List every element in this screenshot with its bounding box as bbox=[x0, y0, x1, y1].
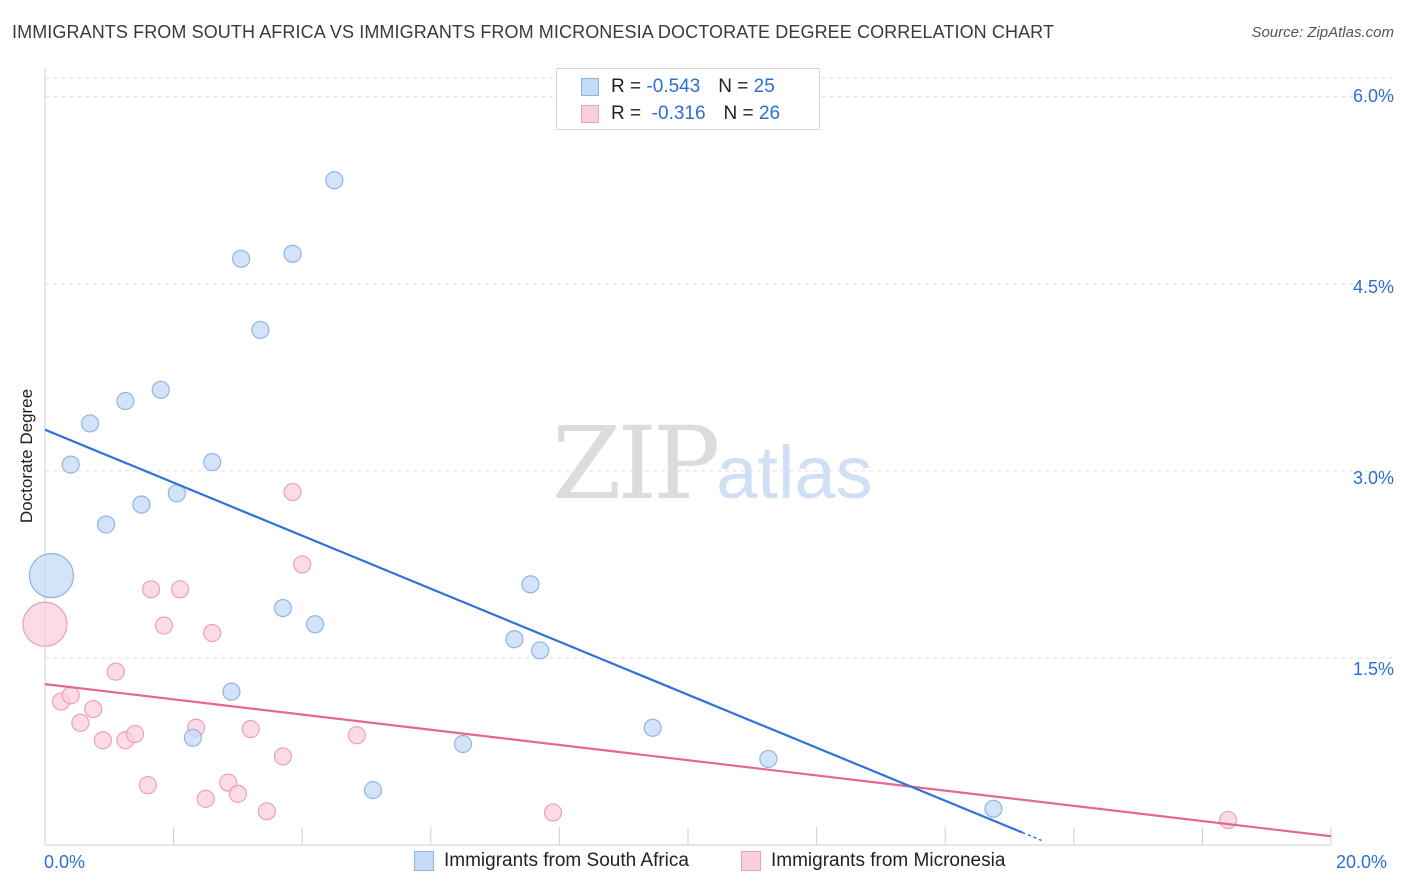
x-tick-min: 0.0% bbox=[44, 852, 86, 872]
y-tick-3: 3.0% bbox=[1352, 468, 1394, 488]
data-point-micronesia bbox=[257, 802, 276, 821]
chart-title: IMMIGRANTS FROM SOUTH AFRICA VS IMMIGRAN… bbox=[12, 22, 1055, 42]
data-point-south-africa bbox=[759, 749, 778, 769]
x-tick-max: 20.0% bbox=[1336, 852, 1388, 872]
legend-r-value: -0.316 bbox=[651, 103, 706, 124]
data-point-south-africa bbox=[222, 682, 241, 701]
data-point-south-africa bbox=[453, 734, 473, 754]
legend-label-micronesia: Immigrants from Micronesia bbox=[771, 850, 1006, 871]
data-point-micronesia bbox=[273, 747, 293, 766]
data-point-south-africa bbox=[28, 553, 75, 599]
trend-line-extension-south-africa bbox=[1022, 831, 1042, 842]
data-point-south-africa bbox=[116, 391, 135, 411]
watermark-zip: ZIP bbox=[552, 405, 720, 522]
y-tick-1-5: 1.5% bbox=[1352, 659, 1394, 679]
data-point-micronesia bbox=[138, 776, 157, 795]
data-point-micronesia bbox=[170, 580, 190, 599]
data-point-south-africa bbox=[251, 320, 270, 340]
legend-r-value: -0.543 bbox=[646, 76, 701, 97]
data-point-south-africa bbox=[80, 414, 100, 433]
trend-line-south-africa bbox=[44, 428, 1023, 834]
data-point-south-africa bbox=[273, 598, 293, 618]
data-point-micronesia bbox=[125, 724, 145, 744]
legend-row-micronesia: R = -0.316 N = 26 bbox=[581, 102, 780, 126]
legend-item-micronesia[interactable]: Immigrants from Micronesia bbox=[741, 850, 1005, 872]
data-point-south-africa bbox=[183, 728, 202, 747]
data-point-south-africa bbox=[521, 575, 540, 594]
data-point-micronesia bbox=[154, 616, 174, 635]
legend-item-south-africa[interactable]: Immigrants from South Africa bbox=[414, 850, 689, 872]
legend-n-value: 26 bbox=[758, 103, 781, 124]
data-point-micronesia bbox=[347, 726, 366, 745]
legend-swatch-pink bbox=[741, 851, 761, 871]
data-point-micronesia bbox=[293, 555, 312, 574]
data-point-micronesia bbox=[1219, 810, 1238, 830]
zipatlas-watermark: ZIPatlas bbox=[552, 405, 873, 522]
data-point-south-africa bbox=[232, 249, 251, 268]
data-point-micronesia bbox=[543, 803, 563, 822]
data-point-micronesia bbox=[203, 623, 222, 643]
legend-row-south-africa: R = -0.543 N = 25 bbox=[581, 75, 775, 99]
y-tick-4-5: 4.5% bbox=[1352, 277, 1394, 297]
data-point-south-africa bbox=[96, 515, 116, 534]
source-label[interactable]: Source: ZipAtlas.com bbox=[1251, 24, 1394, 41]
trend-line-micronesia bbox=[44, 683, 1332, 838]
data-point-micronesia bbox=[241, 719, 260, 739]
data-point-south-africa bbox=[132, 495, 151, 514]
data-point-south-africa bbox=[984, 799, 1003, 818]
data-point-micronesia bbox=[196, 789, 215, 808]
data-point-south-africa bbox=[505, 630, 524, 649]
legend-r-label: R = bbox=[611, 103, 642, 124]
legend-n-label: N = bbox=[723, 103, 754, 124]
legend-n-value: 25 bbox=[753, 76, 775, 97]
data-point-south-africa bbox=[363, 781, 383, 800]
legend-swatch-blue bbox=[581, 78, 599, 96]
data-point-south-africa bbox=[203, 453, 222, 472]
legend-swatch-blue bbox=[414, 851, 434, 871]
data-point-south-africa bbox=[305, 615, 325, 634]
data-point-south-africa bbox=[283, 244, 302, 263]
data-point-micronesia bbox=[84, 699, 103, 719]
data-point-micronesia bbox=[93, 731, 112, 750]
data-point-micronesia bbox=[61, 686, 80, 705]
data-point-micronesia bbox=[228, 784, 247, 803]
y-tick-6: 6.0% bbox=[1352, 86, 1394, 106]
data-point-south-africa bbox=[325, 171, 344, 190]
data-point-micronesia bbox=[283, 482, 302, 502]
data-point-micronesia bbox=[71, 713, 90, 732]
legend-n-label: N = bbox=[718, 76, 749, 97]
data-point-south-africa bbox=[643, 718, 662, 737]
y-axis-label: Doctorate Degree bbox=[17, 388, 36, 524]
correlation-legend: R = -0.543 N = 25 R = -0.316 N = 26 bbox=[556, 68, 820, 130]
data-point-south-africa bbox=[61, 455, 80, 474]
data-point-south-africa bbox=[531, 641, 550, 660]
data-point-micronesia bbox=[141, 580, 161, 599]
legend-r-label: R = bbox=[611, 76, 642, 97]
data-point-micronesia bbox=[22, 601, 68, 647]
data-point-micronesia bbox=[106, 662, 125, 681]
legend-swatch-pink bbox=[581, 105, 599, 123]
watermark-atlas: atlas bbox=[716, 431, 873, 514]
legend-label-south-africa: Immigrants from South Africa bbox=[444, 850, 689, 871]
data-point-south-africa bbox=[151, 380, 170, 399]
